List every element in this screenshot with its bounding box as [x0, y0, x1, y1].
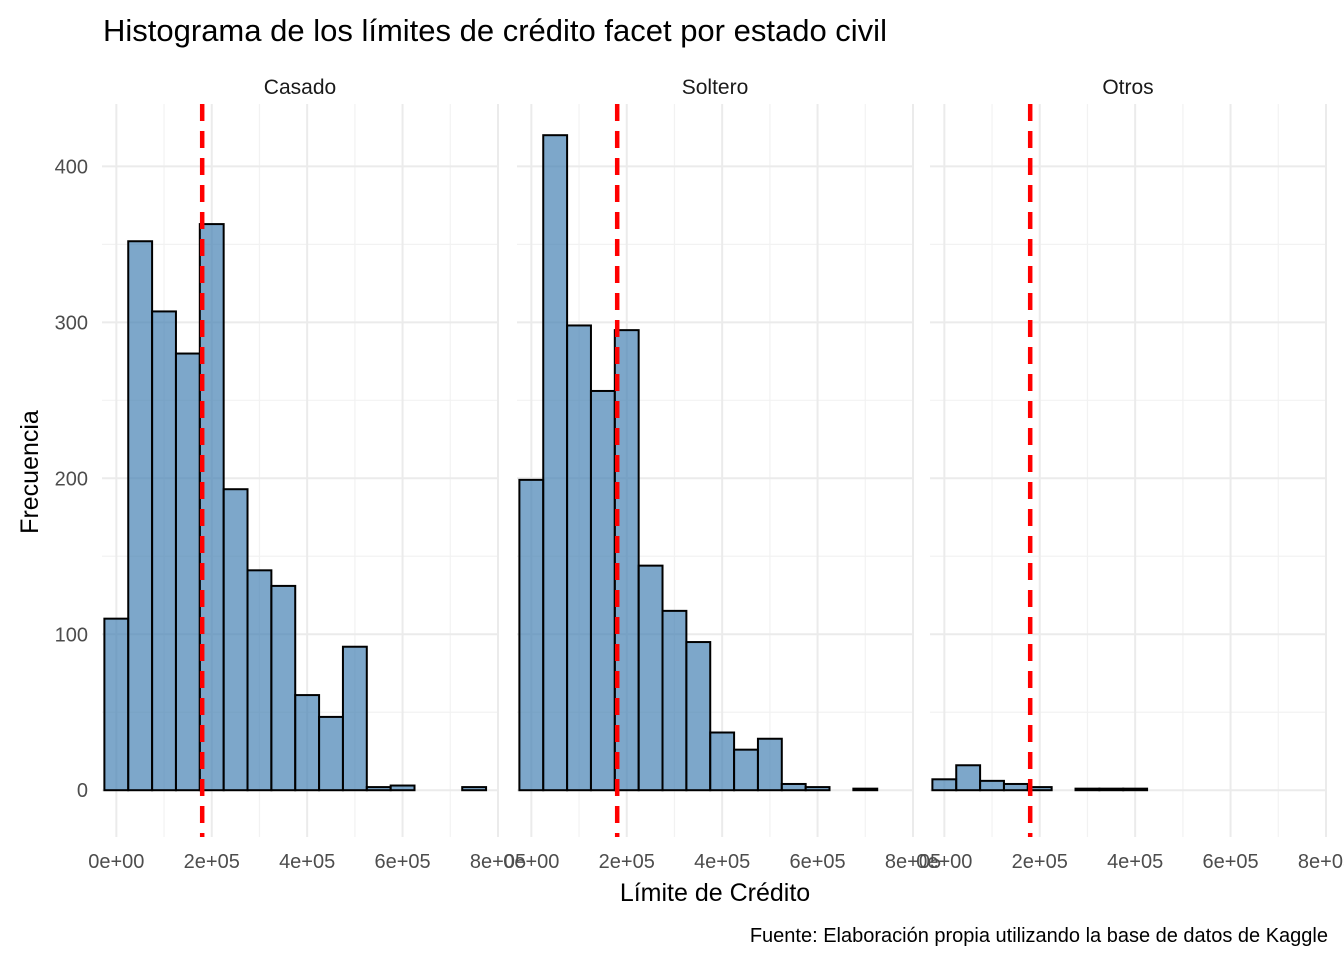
facet-strip-label: Otros [1102, 76, 1153, 99]
x-tick-label: 8e+05 [885, 851, 941, 873]
histogram-bar [709, 731, 736, 792]
histogram-bar [103, 617, 130, 792]
histogram-bar [780, 782, 807, 792]
histogram-bar [852, 787, 879, 792]
chart-title: Histograma de los límites de crédito fac… [103, 13, 887, 48]
histogram-bar [318, 715, 344, 792]
histogram-bar [661, 609, 688, 792]
y-tick-label: 400 [55, 156, 88, 178]
histogram-bar [151, 310, 177, 792]
histogram-bar [1122, 787, 1149, 792]
x-tick-label: 8e+05 [470, 851, 526, 873]
x-tick-label: 4e+05 [694, 851, 750, 873]
facet-panel-casado: 0e+00 2e+05 4e+05 6e+05 8e+05 Casado [88, 76, 526, 873]
histogram-bar [389, 784, 416, 792]
x-tick-label: 4e+05 [279, 851, 335, 873]
histogram-bar [1002, 782, 1029, 792]
histogram-bar [341, 645, 368, 792]
histogram-bar [1074, 787, 1101, 792]
x-tick-label: 0e+00 [503, 851, 559, 873]
facet-strip-label: Soltero [682, 76, 749, 99]
histogram-bar [1026, 786, 1053, 792]
histogram-bar [246, 569, 273, 792]
facet-panels: 0 100 200 300 400 0e+00 2e+05 4e+05 6e+05 8e+05 Ca… [55, 76, 1344, 873]
facet-panel-soltero: 0e+00 2e+05 4e+05 6e+05 8e+05 Soltero [503, 76, 941, 873]
histogram-bar [365, 786, 392, 792]
x-axis-title: Límite de Crédito [620, 879, 810, 907]
x-tick-label: 4e+05 [1107, 851, 1163, 873]
histogram-bar [518, 478, 545, 792]
x-tick-label: 2e+05 [599, 851, 655, 873]
histogram-bar [613, 329, 640, 792]
histogram-bar [589, 389, 616, 792]
histogram-bar [804, 786, 831, 792]
histogram-bar [294, 694, 321, 792]
y-tick-label: 0 [77, 780, 88, 802]
histogram-bar [127, 240, 154, 792]
histogram-bar [542, 134, 569, 792]
histogram-bar [955, 764, 982, 792]
chart-caption: Fuente: Elaboración propia utilizando la… [750, 925, 1328, 947]
x-tick-label: 6e+05 [374, 851, 430, 873]
histogram-bar [685, 641, 712, 792]
histogram-bar [979, 779, 1005, 792]
x-tick-label: 2e+05 [184, 851, 240, 873]
x-tick-label: 0e+00 [88, 851, 144, 873]
x-tick-label: 6e+05 [789, 851, 845, 873]
histogram-bar [756, 737, 783, 792]
histogram-bar [461, 786, 488, 792]
histogram-bar [931, 778, 958, 792]
y-tick-label: 200 [55, 468, 88, 490]
x-tick-label: 0e+00 [916, 851, 972, 873]
facet-strip-label: Casado [264, 76, 336, 99]
x-tick-label: 8e+05 [1298, 851, 1344, 873]
y-tick-label: 300 [55, 312, 88, 334]
y-tick-label: 100 [55, 624, 88, 646]
histogram-bar [222, 488, 249, 792]
y-axis-title: Frecuencia [16, 410, 44, 534]
x-tick-label: 2e+05 [1012, 851, 1068, 873]
facet-panel-otros: 0e+00 2e+05 4e+05 6e+05 8e+05 Otros [916, 76, 1344, 873]
histogram-bar [637, 564, 664, 792]
x-tick-label: 6e+05 [1202, 851, 1258, 873]
histogram-bar [270, 584, 297, 792]
histogram-bar [174, 352, 201, 792]
histogram-bar [566, 324, 592, 792]
histogram-bar [733, 748, 759, 792]
histogram-bar [1098, 787, 1125, 792]
